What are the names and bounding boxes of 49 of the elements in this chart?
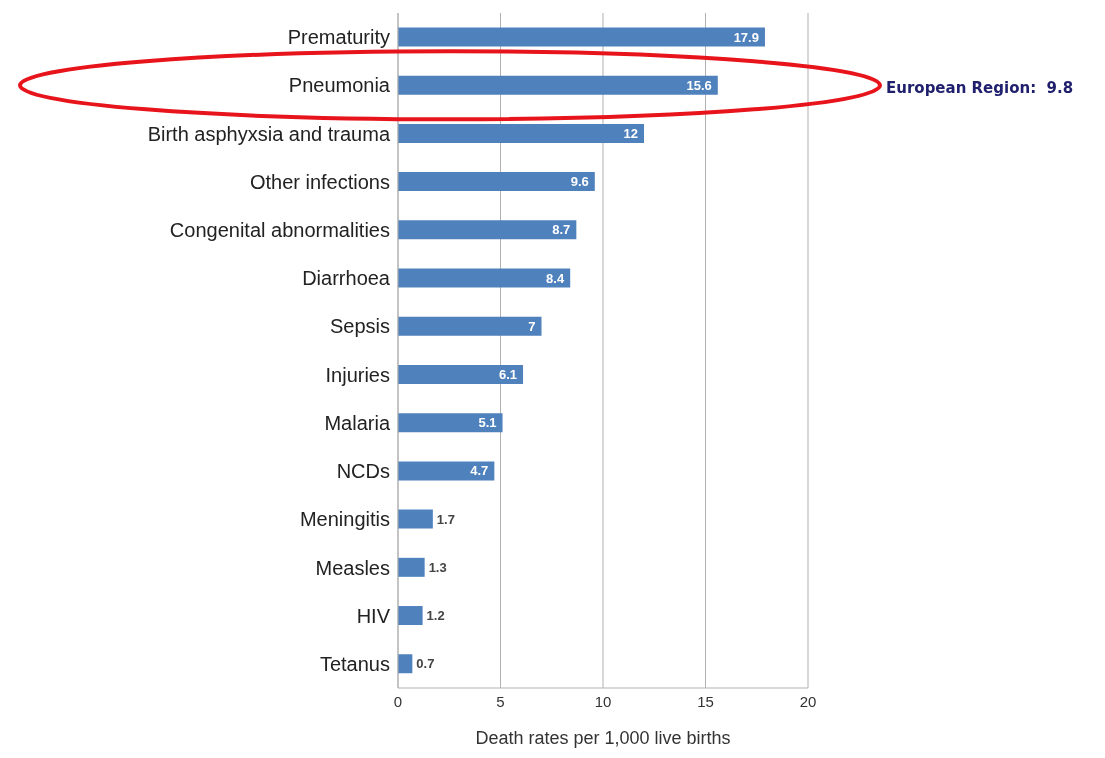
data-label: 8.4: [546, 270, 565, 286]
y-tick-label: Pneumonia: [288, 74, 391, 97]
bar: [398, 75, 718, 95]
x-tick-label: 20: [799, 692, 817, 710]
x-tick-label: 5: [496, 692, 505, 710]
y-tick-label: NCDs: [336, 460, 390, 483]
y-tick-label: Tetanus: [319, 652, 390, 675]
bar: [398, 123, 644, 143]
y-tick-label: Congenital abnormalities: [169, 219, 390, 242]
data-label: 0.7: [416, 656, 435, 672]
data-label: 9.6: [570, 174, 589, 190]
bar: [398, 268, 571, 288]
bar: [398, 606, 423, 626]
data-label: 15.6: [686, 77, 712, 93]
data-label: 4.7: [470, 463, 489, 479]
y-tick-label: Injuries: [325, 363, 390, 386]
bar: [398, 461, 495, 481]
data-label: 5.1: [478, 415, 497, 431]
y-tick-label: Birth asphyxsia and trauma: [147, 122, 391, 145]
y-tick-label: Malaria: [324, 411, 391, 434]
x-tick-label: 10: [594, 692, 612, 710]
y-tick-label: Sepsis: [329, 315, 390, 338]
bar: [398, 364, 524, 384]
x-tick-label: 0: [393, 692, 403, 710]
x-tick-label: 15: [697, 692, 714, 710]
bar: [398, 172, 595, 192]
data-label: 6.1: [498, 367, 518, 383]
bar: [398, 413, 503, 433]
bar: [398, 557, 425, 577]
bar: [398, 316, 542, 336]
y-tick-label: Meningitis: [299, 508, 390, 531]
data-label: 1.3: [428, 559, 447, 575]
bar: [398, 27, 765, 47]
y-tick-label: Diarrhoea: [302, 267, 391, 290]
y-tick-label: Measles: [315, 556, 390, 579]
data-label: 17.9: [733, 29, 759, 45]
text: European Region: 9.8: [886, 79, 1074, 98]
data-label: 1.2: [426, 608, 445, 624]
data-label: 8.7: [552, 222, 571, 238]
y-tick-label: HIV: [356, 604, 391, 627]
data-label: 7: [528, 318, 536, 334]
data-label: 1.7: [436, 511, 455, 527]
bar: [398, 220, 577, 240]
y-tick-label: Prematurity: [287, 26, 390, 49]
data-label: 12: [623, 125, 638, 141]
bar: [398, 654, 413, 674]
y-tick-label: Other infections: [249, 170, 390, 193]
x-axis-title: Death rates per 1,000 live births: [475, 728, 731, 748]
bar: [398, 509, 433, 529]
